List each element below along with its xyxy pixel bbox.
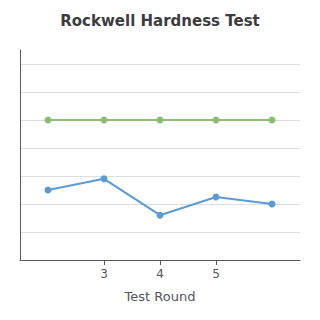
svg-text:Test Round: Test Round bbox=[124, 289, 196, 304]
svg-text:Rockwell Hardness Test: Rockwell Hardness Test bbox=[60, 12, 260, 30]
svg-text:4: 4 bbox=[156, 267, 164, 281]
svg-text:3: 3 bbox=[100, 267, 108, 281]
svg-text:5: 5 bbox=[212, 267, 220, 281]
